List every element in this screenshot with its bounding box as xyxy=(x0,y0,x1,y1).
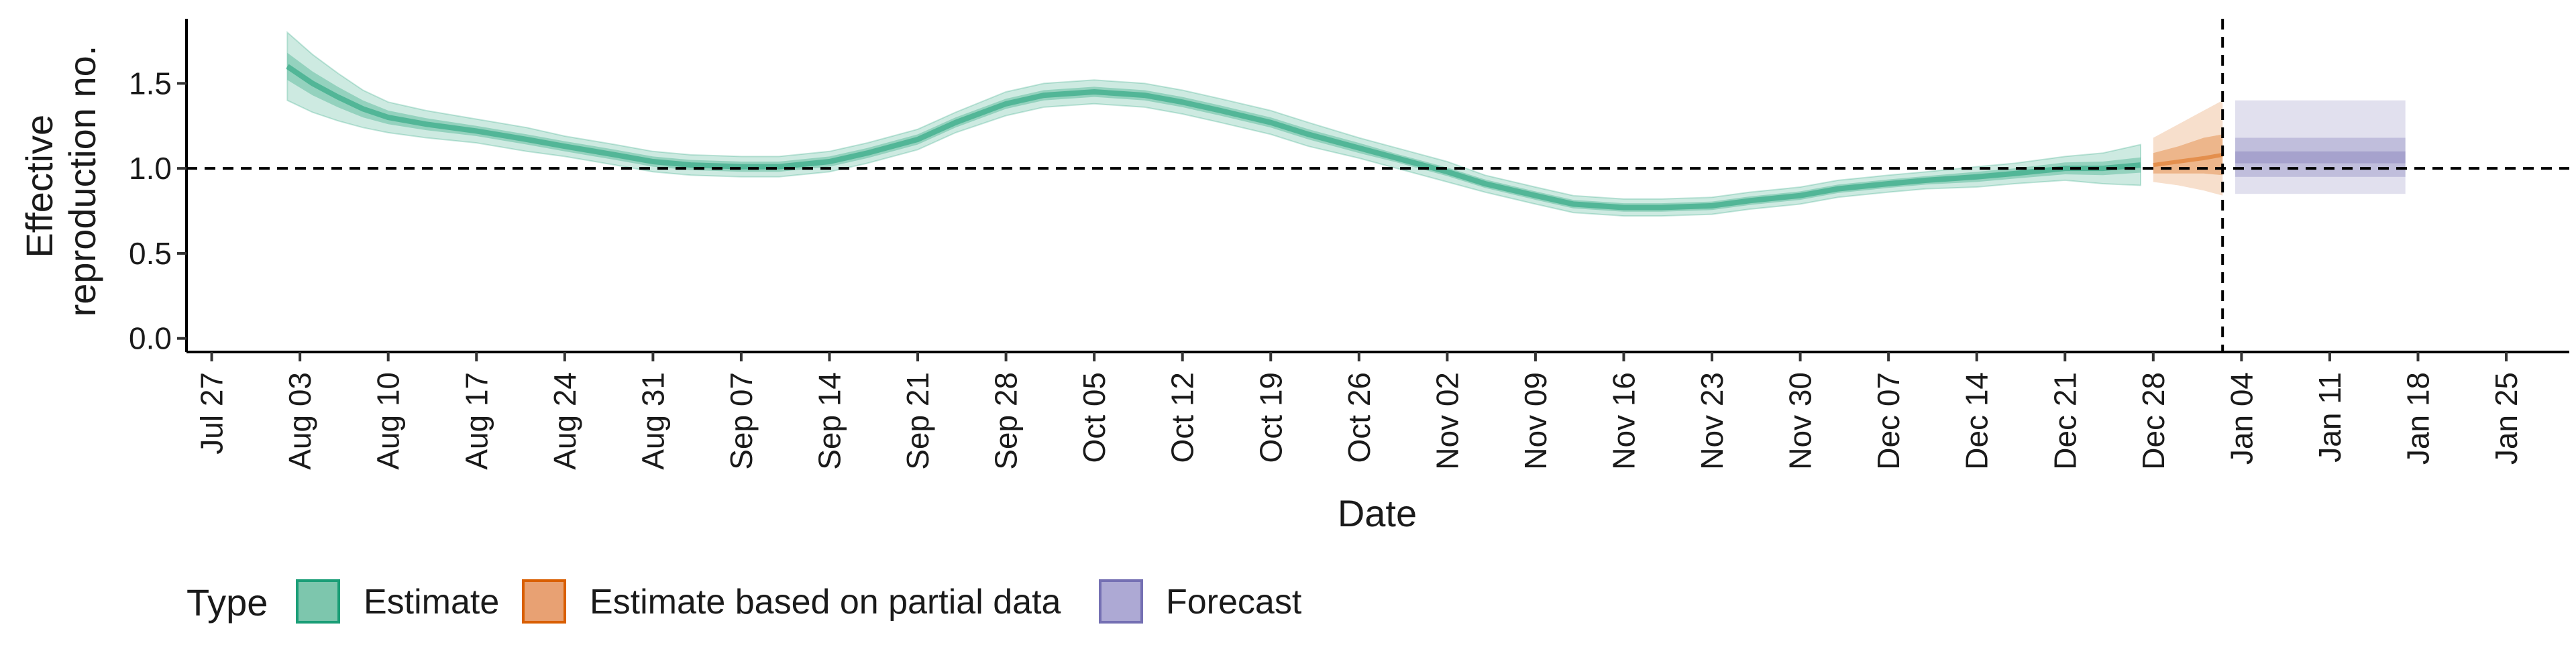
y-tick-label: 0.0 xyxy=(129,321,172,356)
partial-band-50 xyxy=(2153,134,2223,176)
legend-label-partial: Estimate based on partial data xyxy=(590,583,1061,622)
y-axis-title-line-1: Effective xyxy=(18,115,60,258)
x-tick-label: Nov 30 xyxy=(1783,372,1818,470)
x-tick-label: Sep 28 xyxy=(989,372,1024,470)
partial-median-line xyxy=(2153,152,2223,168)
legend-key-forecast xyxy=(1099,579,1143,624)
y-axis-title: Effective reproduction no. xyxy=(18,46,103,317)
x-tick-label: Jul 27 xyxy=(195,372,229,455)
x-tick-label: Nov 02 xyxy=(1430,372,1464,470)
x-tick-label: Jan 11 xyxy=(2312,372,2347,463)
x-tick-label: Aug 10 xyxy=(371,372,406,470)
x-axis-title: Date xyxy=(1338,492,1417,534)
y-axis-title-line-2: reproduction no. xyxy=(61,46,103,317)
x-tick-label: Nov 23 xyxy=(1695,372,1729,470)
y-tick-label: 1.0 xyxy=(129,151,172,186)
legend-label-estimate: Estimate xyxy=(364,583,499,622)
x-tick-label: Oct 05 xyxy=(1077,372,1112,463)
x-tick-label: Sep 21 xyxy=(900,372,935,470)
x-tick-label: Jan 18 xyxy=(2401,372,2436,465)
plot-area xyxy=(186,19,2569,352)
x-tick-label: Aug 24 xyxy=(547,372,582,470)
legend-title: Type xyxy=(186,581,268,624)
x-tick-label: Jan 25 xyxy=(2489,372,2524,465)
legend-key-estimate xyxy=(296,579,340,624)
axes: 0.0 0.5 1.0 1.5 Jul 27 Aug 03 Aug 10 Aug 17 Aug … xyxy=(129,19,2569,470)
x-tick-label: Aug 03 xyxy=(282,372,317,470)
forecast-band-90 xyxy=(2235,100,2406,194)
x-tick-label: Dec 07 xyxy=(1871,372,1906,470)
estimate-band-90 xyxy=(286,31,2141,217)
x-tick-label: Aug 31 xyxy=(635,372,670,470)
y-tick-label: 0.5 xyxy=(129,236,172,271)
x-tick-label: Oct 26 xyxy=(1342,372,1377,463)
y-tick-label: 1.5 xyxy=(129,66,172,101)
x-tick-label: Oct 12 xyxy=(1165,372,1200,463)
x-tick-label: Sep 07 xyxy=(724,372,759,470)
forecast-band-20 xyxy=(2235,151,2406,164)
x-tick-label: Nov 16 xyxy=(1607,372,1642,470)
x-tick-label: Dec 21 xyxy=(2047,372,2082,470)
x-tick-label: Dec 28 xyxy=(2136,372,2171,470)
x-tick-label: Dec 14 xyxy=(1960,372,1994,470)
legend: Type Estimate Estimate based on partial … xyxy=(186,579,1302,624)
x-tick-label: Jan 04 xyxy=(2224,372,2259,465)
x-tick-label: Nov 09 xyxy=(1518,372,1553,470)
x-tick-label: Sep 14 xyxy=(812,372,847,470)
legend-key-partial xyxy=(522,579,566,624)
x-tick-label: Aug 17 xyxy=(459,372,494,470)
legend-label-forecast: Forecast xyxy=(1166,583,1302,622)
x-tick-label: Oct 19 xyxy=(1253,372,1288,463)
estimate-median-line xyxy=(286,64,2141,211)
forecast-band-50 xyxy=(2235,137,2406,177)
partial-band-90 xyxy=(2153,100,2223,196)
